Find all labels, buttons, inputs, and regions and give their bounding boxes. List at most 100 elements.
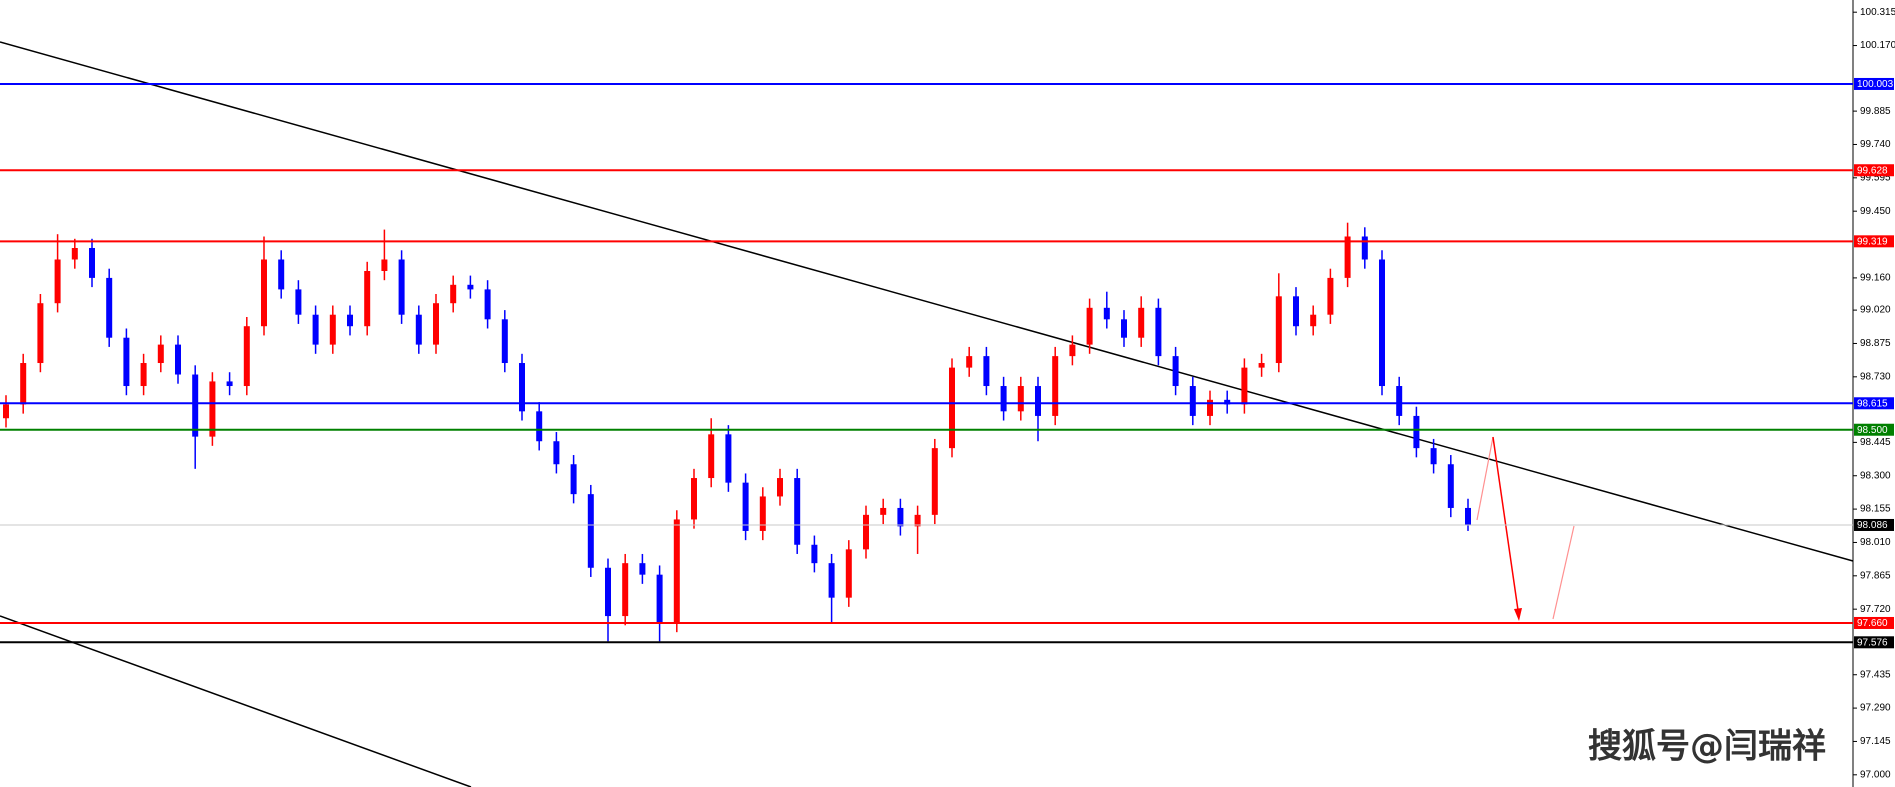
y-tick-label: 98.730 (1860, 371, 1891, 382)
candle-body (794, 478, 801, 545)
candle-body (673, 519, 680, 623)
candle-body (1052, 356, 1059, 416)
candle-body (1121, 319, 1127, 338)
candle-body (501, 319, 508, 364)
candle-body (1103, 307, 1110, 320)
candle-body (1000, 386, 1007, 412)
candle-body (708, 434, 715, 479)
level-label-box (1854, 616, 1894, 629)
level-label: 98.615 (1857, 398, 1888, 409)
candle-body (897, 507, 904, 527)
y-tick-label: 97.290 (1860, 703, 1891, 714)
candle-body (845, 549, 852, 598)
candle-body (381, 259, 388, 271)
candle-body (1035, 386, 1041, 416)
level-label: 98.500 (1857, 425, 1888, 436)
candle-body (1465, 507, 1471, 525)
candle-body (20, 363, 27, 405)
candle-body (329, 314, 336, 345)
candle-body (89, 247, 95, 278)
candle-body (71, 247, 78, 260)
candle-body (914, 514, 921, 527)
candle-body (175, 344, 181, 375)
candle-body (777, 478, 783, 497)
forecast-arrow (1552, 525, 1575, 620)
candle-body (1293, 296, 1299, 327)
candle-body (3, 404, 9, 419)
candle-body (1241, 367, 1248, 405)
level-label: 99.628 (1857, 165, 1888, 176)
trend-line (0, 615, 472, 787)
watermark: 搜狐号@闫瑞祥 (1588, 727, 1826, 767)
forecast-arrow (1476, 436, 1494, 521)
trend-line (0, 41, 1854, 562)
level-label-box (1854, 423, 1894, 436)
level-label: 97.576 (1857, 637, 1888, 648)
candle-body (1275, 296, 1282, 364)
candle-body (1224, 399, 1231, 405)
candle-body (622, 563, 629, 617)
candle-body (656, 574, 663, 623)
candle-body (364, 270, 371, 327)
candle-body (1327, 277, 1334, 315)
y-tick-label: 100.315 (1860, 7, 1895, 18)
candle-body (54, 259, 61, 304)
candle-body (226, 381, 233, 387)
candle-body (570, 464, 577, 495)
candle-body (1447, 464, 1454, 508)
candle-body (1413, 415, 1420, 449)
y-tick-label: 97.720 (1860, 604, 1891, 615)
candle-body (1379, 259, 1385, 387)
candle-body (863, 514, 869, 550)
candle-body (157, 344, 164, 364)
candle-body (639, 563, 646, 575)
level-label: 100.003 (1857, 79, 1894, 90)
level-label-box (1854, 164, 1894, 177)
candle-body (811, 544, 818, 564)
candle-body (691, 478, 697, 520)
candle-body (536, 411, 543, 442)
candle-body (415, 314, 422, 345)
candle-body (931, 448, 938, 515)
candle-body (587, 494, 594, 568)
candle-body (1258, 363, 1265, 368)
candle-body (398, 259, 405, 315)
candle-body (880, 507, 887, 515)
candle-body (1069, 344, 1076, 357)
candle-body (553, 441, 560, 465)
y-tick-label: 98.875 (1860, 338, 1891, 349)
candle-body (261, 259, 267, 327)
candles (3, 222, 1471, 642)
candle-body (243, 326, 250, 387)
level-label: 97.660 (1857, 618, 1888, 629)
y-tick-label: 99.595 (1860, 172, 1891, 183)
y-tick-label: 99.160 (1860, 273, 1891, 284)
candle-body (312, 314, 319, 345)
candle-body (192, 374, 199, 437)
forecast-arrow (1492, 436, 1520, 618)
candle-body (1017, 386, 1024, 412)
candle-body (519, 363, 525, 412)
candle-body (828, 563, 835, 598)
candle-body (1310, 314, 1317, 327)
candle-body (949, 367, 955, 449)
candle-body (1086, 307, 1093, 345)
y-tick-label: 100.170 (1860, 40, 1895, 51)
arrow-head (1514, 608, 1522, 621)
y-tick-label: 99.885 (1860, 106, 1891, 117)
y-tick-label: 98.155 (1860, 504, 1891, 515)
candle-body (295, 289, 302, 315)
y-tick-label: 99.450 (1860, 206, 1891, 217)
candle-body (1189, 386, 1196, 416)
candle-body (1155, 307, 1162, 357)
y-tick-label: 97.000 (1860, 769, 1891, 780)
level-label-box (1854, 636, 1894, 649)
candle-body (106, 277, 113, 338)
level-label: 98.086 (1857, 520, 1888, 531)
candle-body (1361, 236, 1368, 260)
candle-body (759, 496, 766, 531)
candle-body (450, 284, 457, 304)
candle-body (433, 303, 439, 345)
